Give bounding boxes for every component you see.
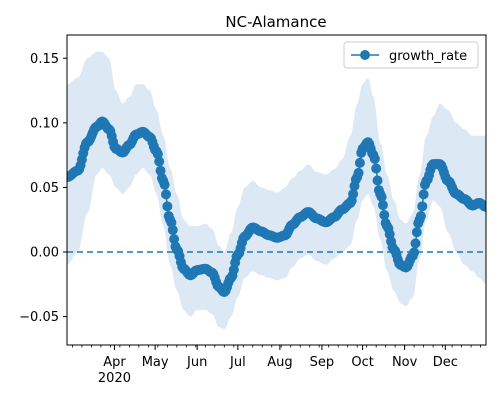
legend-marker-swatch bbox=[360, 50, 370, 60]
growth-rate-point bbox=[372, 175, 383, 186]
growth-rate-point bbox=[162, 201, 173, 212]
growth-rate-point bbox=[348, 188, 359, 199]
growth-rate-point bbox=[160, 189, 171, 200]
y-tick-label: 0.00 bbox=[30, 246, 59, 261]
growth-rate-point bbox=[410, 238, 421, 249]
growth-rate-point bbox=[377, 200, 388, 211]
axes-frame bbox=[66, 34, 487, 346]
plot-area bbox=[67, 51, 486, 330]
x-tick-label: Aug bbox=[267, 355, 292, 370]
growth-rate-point bbox=[166, 217, 177, 228]
growth-rate-point bbox=[376, 191, 387, 202]
y-tick-label: −0.05 bbox=[19, 310, 59, 325]
growth-rate-point bbox=[415, 211, 426, 222]
growth-rate-point bbox=[369, 153, 380, 164]
chart-title: NC-Alamance bbox=[225, 13, 326, 31]
growth-rate-point bbox=[155, 165, 166, 176]
growth-rate-point bbox=[379, 210, 390, 221]
legend: growth_rate bbox=[343, 41, 479, 69]
growth-rate-point bbox=[371, 163, 382, 174]
x-tick-label: Oct bbox=[351, 355, 373, 370]
x-tick-label: Jun bbox=[186, 355, 207, 370]
growth-rate-point bbox=[354, 157, 365, 168]
growth-rate-point bbox=[154, 156, 165, 167]
x-tick-label: May bbox=[142, 355, 169, 370]
confidence-band bbox=[67, 51, 486, 330]
legend-box bbox=[343, 41, 479, 69]
growth-rate-point bbox=[169, 234, 180, 245]
x-tick-label: Dec bbox=[433, 355, 458, 370]
x-tick-label: Jul bbox=[229, 355, 246, 370]
y-tick-label: 0.15 bbox=[30, 52, 59, 67]
x-tick-label: Sep bbox=[310, 355, 335, 370]
x-tick-label: Nov bbox=[392, 355, 418, 370]
growth-rate-point bbox=[409, 247, 420, 258]
x-tick-label: Apr bbox=[103, 355, 126, 370]
growth-rate-point bbox=[411, 227, 422, 238]
growth-rate-point bbox=[481, 201, 486, 212]
growth-rate-point bbox=[353, 167, 364, 178]
growth-rate-point bbox=[167, 224, 178, 235]
y-tick-label: 0.05 bbox=[30, 181, 59, 196]
growth-rate-point bbox=[417, 201, 428, 212]
growth-rate-point bbox=[418, 189, 429, 200]
legend-label-growth-rate: growth_rate bbox=[389, 49, 467, 64]
growth-rate-point bbox=[159, 179, 170, 190]
y-tick-label: 0.10 bbox=[30, 116, 59, 131]
x-tick-sublabel: 2020 bbox=[98, 371, 131, 386]
growth-rate-point bbox=[152, 149, 163, 160]
